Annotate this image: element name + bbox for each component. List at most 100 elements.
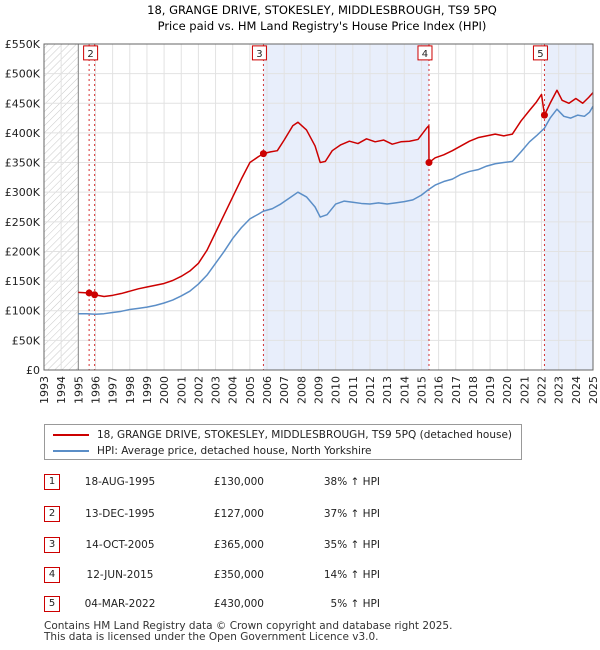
x-tick-label: 1997 (107, 376, 120, 404)
transaction-number: 2 (44, 506, 60, 522)
sale-point (540, 111, 548, 119)
x-tick-label: 2018 (467, 376, 480, 404)
x-tick-label: 2021 (518, 376, 531, 404)
sale-point (91, 291, 99, 299)
x-tick-label: 2008 (295, 376, 308, 404)
chart-title: 18, GRANGE DRIVE, STOKESLEY, MIDDLESBROU… (147, 3, 497, 17)
sale-label-frame (83, 45, 99, 61)
x-tick-label: 2011 (347, 376, 360, 404)
x-tick-label: 1995 (72, 376, 85, 404)
chart-subtitle: Price paid vs. HM Land Registry's House … (158, 19, 487, 33)
plot-border (43, 43, 594, 371)
y-tick-label: £400K (5, 127, 41, 140)
transaction-price: £430,000 (213, 598, 264, 610)
x-tick-label: 2001 (175, 376, 188, 404)
transaction-date: 04-MAR-2022 (84, 598, 156, 610)
x-tick-label: 2020 (501, 376, 514, 404)
footer: Contains HM Land Registry data © Crown c… (44, 621, 452, 643)
x-tick-label: 2025 (587, 376, 600, 404)
series-line-hpi (78, 105, 594, 316)
y-tick-label: £450K (5, 97, 41, 110)
transaction-price: £365,000 (213, 539, 264, 551)
legend-item-hpi: HPI: Average price, detached house, Nort… (53, 443, 372, 459)
x-tick-label: 2010 (330, 376, 343, 404)
sale-label-frame (417, 45, 433, 61)
x-tick-label: 1994 (55, 376, 68, 404)
transaction-hpi: 14% ↑ HPI (323, 569, 380, 581)
table-row: 1 18-AUG-1995 £130,000 38% ↑ HPI (44, 473, 444, 491)
x-tick-label: 2002 (192, 376, 205, 404)
y-tick-label: £300K (5, 186, 41, 199)
price-chart: 18, GRANGE DRIVE, STOKESLEY, MIDDLESBROU… (5, 3, 600, 404)
transaction-number: 3 (44, 537, 60, 553)
x-tick-label: 1998 (124, 376, 137, 404)
transaction-number: 1 (44, 474, 60, 490)
x-tick-label: 2023 (553, 376, 566, 404)
x-tick-label: 2013 (381, 376, 394, 404)
legend: 18, GRANGE DRIVE, STOKESLEY, MIDDLESBROU… (44, 424, 522, 460)
legend-item-property: 18, GRANGE DRIVE, STOKESLEY, MIDDLESBROU… (53, 427, 512, 443)
y-tick-label: £550K (5, 38, 41, 51)
sale-point (85, 289, 93, 297)
legend-label-hpi: HPI: Average price, detached house, Nort… (97, 445, 372, 457)
y-tick-label: £500K (5, 68, 41, 81)
legend-swatch-red (53, 434, 89, 436)
sale-label-text: 3 (256, 49, 262, 60)
transaction-hpi: 5% ↑ HPI (330, 598, 380, 610)
y-tick-label: £0 (26, 364, 40, 377)
footer-copyright: Contains HM Land Registry data © Crown c… (44, 620, 453, 632)
sale-label-box: 5 (532, 45, 548, 61)
transaction-price: £127,000 (213, 508, 264, 520)
shaded-span (544, 44, 593, 370)
series-line-property (78, 89, 594, 298)
table-row: 5 04-MAR-2022 £430,000 5% ↑ HPI (44, 595, 444, 613)
sale-label-frame (532, 45, 548, 61)
x-tick-label: 2005 (244, 376, 257, 404)
x-tick-label: 2004 (227, 376, 240, 404)
sale-point (259, 150, 267, 158)
table-row: 3 14-OCT-2005 £365,000 35% ↑ HPI (44, 536, 444, 554)
sale-label-box: 4 (417, 45, 433, 61)
y-tick-label: £350K (5, 157, 41, 170)
y-tick-label: £50K (12, 334, 41, 347)
transaction-number: 5 (44, 596, 60, 612)
transaction-hpi: 35% ↑ HPI (323, 539, 380, 551)
x-tick-label: 2007 (278, 376, 291, 404)
y-tick-label: £200K (5, 245, 41, 258)
sale-label-box: 2 (83, 45, 99, 61)
footer-licence: This data is licensed under the Open Gov… (44, 631, 379, 643)
sale-label-text: 2 (87, 49, 93, 60)
transaction-date: 13-DEC-1995 (85, 508, 155, 520)
y-tick-label: £100K (5, 305, 41, 318)
legend-label-property: 18, GRANGE DRIVE, STOKESLEY, MIDDLESBROU… (97, 429, 513, 441)
x-tick-label: 2003 (210, 376, 223, 404)
transaction-price: £350,000 (213, 569, 264, 581)
x-tick-label: 2014 (398, 376, 411, 404)
x-tick-label: 2022 (536, 376, 549, 404)
x-tick-label: 1996 (89, 376, 102, 404)
legend-swatch-blue (53, 450, 89, 452)
x-tick-label: 2024 (570, 376, 583, 404)
shaded-span (263, 44, 429, 370)
sale-point (425, 159, 433, 167)
y-tick-label: £150K (5, 275, 41, 288)
transaction-hpi: 37% ↑ HPI (323, 508, 380, 520)
sale-label-frame (251, 45, 267, 61)
x-tick-label: 2009 (313, 376, 326, 404)
x-tick-label: 1999 (141, 376, 154, 404)
x-tick-label: 1993 (38, 376, 51, 404)
x-tick-label: 2017 (450, 376, 463, 404)
table-row: 4 12-JUN-2015 £350,000 14% ↑ HPI (44, 566, 444, 584)
transaction-number: 4 (44, 567, 60, 583)
x-tick-label: 2000 (158, 376, 171, 404)
x-tick-label: 2019 (484, 376, 497, 404)
transaction-price: £130,000 (213, 476, 264, 488)
transaction-date: 12-JUN-2015 (86, 569, 154, 581)
sale-label-box: 3 (251, 45, 267, 61)
transaction-date: 14-OCT-2005 (85, 539, 155, 551)
transaction-date: 18-AUG-1995 (84, 476, 156, 488)
sale-label-text: 4 (422, 49, 428, 60)
y-tick-label: £250K (5, 216, 41, 229)
x-tick-label: 2006 (261, 376, 274, 404)
x-tick-label: 2015 (415, 376, 428, 404)
